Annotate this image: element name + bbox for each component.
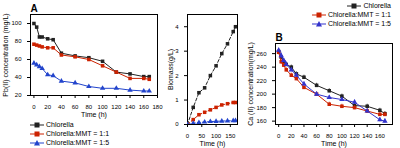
svg-text:260: 260 (256, 51, 267, 57)
svg-text:50: 50 (198, 133, 205, 139)
svg-text:100: 100 (211, 133, 222, 139)
html-text:Chlorella: Chlorella (46, 121, 74, 128)
svg-text:150: 150 (225, 133, 236, 139)
svg-text:2: 2 (175, 73, 179, 79)
svg-text:Time (h): Time (h) (81, 111, 107, 119)
svg-text:220: 220 (256, 78, 267, 84)
svg-text:A: A (31, 3, 38, 14)
svg-text:60: 60 (15, 56, 22, 62)
svg-text:160: 160 (256, 118, 267, 124)
html-text:Chlorella: Chlorella (363, 2, 391, 9)
svg-text:0: 0 (277, 133, 281, 139)
svg-text:1: 1 (175, 97, 179, 103)
svg-text:20: 20 (288, 133, 295, 139)
svg-text:100: 100 (98, 104, 109, 110)
html-text:Chlorella:MMT = 1:1: Chlorella:MMT = 1:1 (46, 130, 110, 137)
svg-text:B: B (276, 32, 283, 43)
svg-text:120: 120 (111, 104, 122, 110)
svg-text:20: 20 (15, 92, 22, 98)
svg-text:160: 160 (375, 133, 386, 139)
html-text:Chlorella:MMT = 1:1: Chlorella:MMT = 1:1 (327, 11, 391, 18)
svg-text:60: 60 (72, 104, 79, 110)
svg-text:80: 80 (15, 38, 22, 44)
svg-text:Time (h): Time (h) (321, 140, 347, 148)
svg-text:100: 100 (337, 133, 348, 139)
html-text:Chlorella:MMT = 1:5: Chlorella:MMT = 1:5 (327, 20, 391, 27)
svg-text:140: 140 (125, 104, 136, 110)
svg-text:240: 240 (256, 64, 267, 70)
svg-text:120: 120 (350, 133, 361, 139)
svg-text:160: 160 (139, 104, 150, 110)
svg-text:40: 40 (301, 133, 308, 139)
svg-text:40: 40 (15, 74, 22, 80)
html-text:Chlorella:MMT = 1:5: Chlorella:MMT = 1:5 (46, 139, 110, 146)
svg-text:Pb(II) concentration (mg/L): Pb(II) concentration (mg/L) (2, 13, 10, 96)
svg-text:180: 180 (152, 104, 163, 110)
svg-text:Time (h): Time (h) (200, 140, 226, 148)
svg-text:40: 40 (58, 104, 65, 110)
svg-text:Biomass(g/L): Biomass(g/L) (167, 49, 175, 90)
svg-text:3: 3 (175, 48, 179, 54)
svg-text:80: 80 (326, 133, 333, 139)
svg-text:140: 140 (362, 133, 373, 139)
svg-text:0: 0 (175, 121, 179, 127)
svg-text:0: 0 (186, 133, 190, 139)
svg-text:200: 200 (256, 91, 267, 97)
svg-text:100: 100 (11, 20, 22, 26)
svg-text:Ca (II) concentration(mg/L): Ca (II) concentration(mg/L) (247, 42, 255, 126)
svg-text:80: 80 (86, 104, 93, 110)
svg-text:4: 4 (175, 24, 179, 30)
svg-text:180: 180 (256, 105, 267, 111)
svg-text:20: 20 (44, 104, 51, 110)
svg-text:0: 0 (32, 104, 36, 110)
svg-text:60: 60 (313, 133, 320, 139)
